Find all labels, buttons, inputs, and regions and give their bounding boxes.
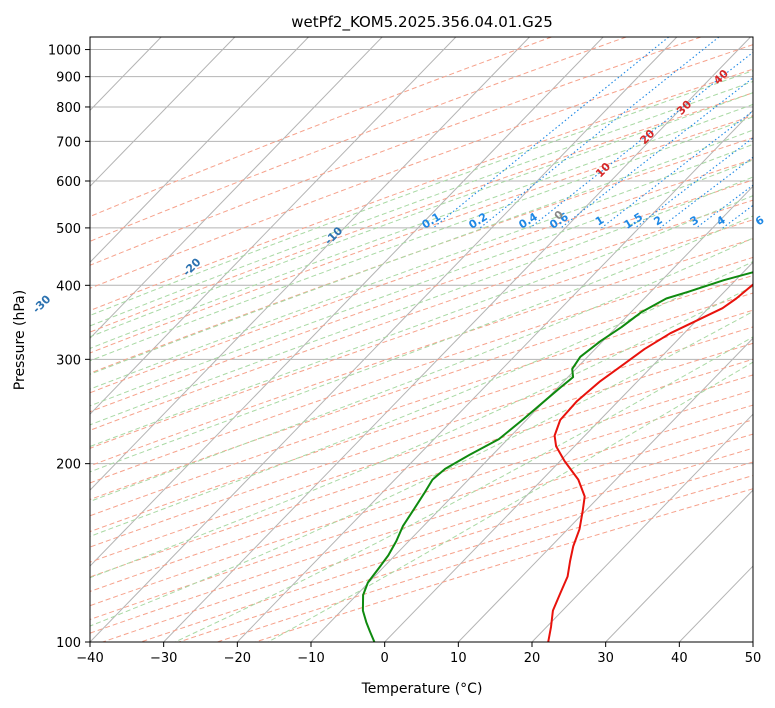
x-tick-label: 0	[381, 651, 389, 666]
x-tick-label: 10	[450, 651, 467, 666]
y-tick-label: 300	[56, 353, 81, 368]
dry-adiabat-line	[90, 199, 753, 431]
x-tick-label: −20	[224, 651, 251, 666]
dry-adiabat-line	[90, 37, 627, 242]
y-tick-label: 1000	[48, 44, 81, 59]
dewpoint-profile-line	[361, 271, 753, 642]
mixing-ratio-line	[659, 156, 753, 229]
isotherm-line	[163, 37, 751, 642]
isotherm-line	[605, 489, 753, 642]
chart-title: wetPf2_KOM5.2025.356.04.01.G25	[291, 13, 553, 32]
x-tick-label: −40	[76, 651, 103, 666]
dry-adiabat-label: -30	[30, 292, 53, 315]
dry-adiabat-line	[90, 219, 753, 449]
x-tick-label: −30	[150, 651, 177, 666]
plot-background	[90, 37, 753, 642]
x-tick-label: 50	[745, 651, 762, 666]
moist-adiabat-line	[90, 195, 753, 448]
dry-adiabat-line	[90, 274, 753, 501]
moist-adiabat-line	[90, 129, 753, 375]
dry-adiabat-line	[90, 137, 753, 374]
isotherm-line	[90, 37, 678, 642]
dry-adiabat-line	[90, 256, 753, 484]
dry-adiabat-line	[90, 238, 753, 467]
mixing-ratio-label: 6	[753, 213, 767, 228]
dry-adiabat-line	[90, 179, 753, 413]
y-tick-label: 600	[56, 175, 81, 190]
isotherm-line	[531, 413, 753, 642]
isotherm-line	[752, 641, 753, 642]
mixing-ratio-line	[601, 110, 753, 229]
y-tick-label: 700	[56, 135, 81, 150]
isotherm-line	[90, 37, 236, 188]
isotherm-line	[90, 37, 457, 415]
mixing-ratio-line	[479, 37, 720, 229]
profile-lines	[361, 271, 753, 642]
y-tick-label: 800	[56, 101, 81, 116]
dry-adiabat-line	[90, 37, 552, 218]
mixing-ratio-line	[762, 37, 775, 228]
dry-adiabat-line	[90, 37, 702, 266]
moist-adiabat-line	[90, 80, 753, 327]
dry-adiabat-line	[90, 309, 753, 533]
moist-adiabat-line	[90, 103, 753, 349]
isotherm-line	[90, 37, 530, 491]
x-tick-label: 30	[597, 651, 614, 666]
dry-adiabat-line	[90, 68, 753, 312]
axis-ticks: −40 −30 −20 −10 0 10 20 30 40 50 100 200 300 400 500 60…	[48, 44, 761, 666]
y-tick-label: 500	[56, 222, 81, 237]
x-tick-label: −10	[297, 651, 324, 666]
mixing-ratio-line	[560, 77, 753, 229]
y-tick-label: 200	[56, 458, 81, 473]
isotherm-line	[90, 37, 383, 339]
x-axis-label: Temperature (°C)	[361, 681, 483, 697]
moist-adiabat-line	[90, 70, 753, 316]
moist-adiabat-line	[90, 116, 753, 362]
y-tick-label: 400	[56, 279, 81, 294]
x-tick-label: 20	[524, 651, 541, 666]
dry-adiabat-line	[90, 292, 753, 517]
moist-adiabat-line	[90, 159, 753, 407]
isotherm-line	[90, 37, 309, 263]
y-tick-label: 900	[56, 71, 81, 86]
mixing-ratio-line	[634, 137, 753, 229]
background-lines	[90, 37, 775, 642]
y-tick-label: 100	[56, 636, 81, 651]
temperature-profile-line	[547, 283, 753, 642]
dry-adiabat-line	[90, 115, 753, 354]
dry-adiabat-line	[90, 44, 753, 289]
x-tick-label: 40	[671, 651, 688, 666]
isotherm-line	[236, 109, 753, 642]
isotherm-line	[90, 37, 604, 567]
isotherm-line	[457, 337, 753, 642]
isotherm-line	[384, 261, 753, 642]
plot-frame	[89, 36, 754, 643]
y-axis-label: Pressure (hPa)	[12, 290, 28, 390]
moist-adiabat-line	[90, 92, 753, 338]
mixing-ratio-line	[432, 37, 670, 229]
